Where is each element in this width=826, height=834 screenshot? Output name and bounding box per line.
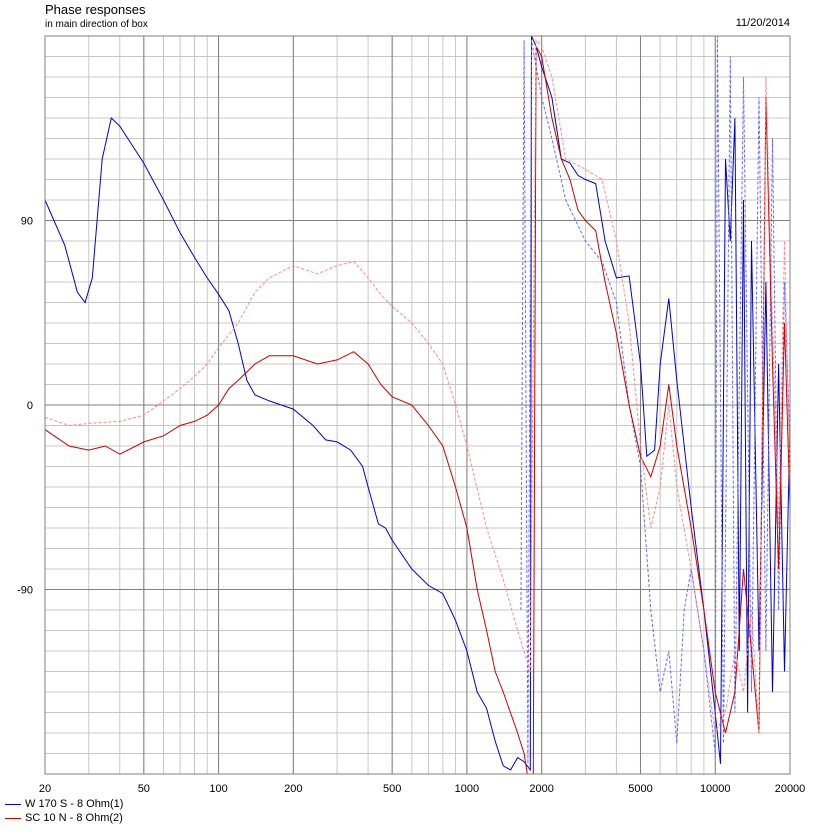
- x-tick-label: 20000: [775, 783, 806, 795]
- series-line-2: [45, 44, 790, 774]
- x-tick-label: 50: [138, 783, 150, 795]
- x-tick-label: 10000: [700, 783, 731, 795]
- x-tick-label: 20: [39, 783, 51, 795]
- plot-frame: [44, 35, 791, 775]
- x-tick-label: 5000: [628, 783, 652, 795]
- legend-label-w170s: W 170 S - 8 Ohm(1): [25, 798, 124, 810]
- chart-title: Phase responses: [45, 2, 146, 17]
- x-tick-label: 1000: [455, 783, 479, 795]
- legend: W 170 S - 8 Ohm(1) SC 10 N - 8 Ohm(2): [5, 797, 123, 825]
- y-tick-label: 0: [27, 400, 33, 412]
- y-tick-label: -90: [17, 585, 33, 597]
- chart-subtitle: in main direction of box: [45, 19, 148, 30]
- series-line-3: [45, 38, 790, 735]
- x-tick-label: 500: [383, 783, 401, 795]
- x-tick-label: 200: [284, 783, 302, 795]
- series-line-1: [520, 36, 790, 764]
- series-line-0: [45, 36, 790, 772]
- x-tick-label: 100: [209, 783, 227, 795]
- legend-item-sc10n: SC 10 N - 8 Ohm(2): [5, 811, 123, 825]
- legend-item-w170s: W 170 S - 8 Ohm(1): [5, 797, 123, 811]
- y-tick-label: 90: [21, 216, 33, 228]
- x-tick-label: 2000: [529, 783, 553, 795]
- chart-date: 11/20/2014: [735, 17, 790, 29]
- legend-swatch-red: [5, 817, 21, 819]
- legend-swatch-blue: [5, 803, 21, 805]
- legend-label-sc10n: SC 10 N - 8 Ohm(2): [25, 812, 123, 824]
